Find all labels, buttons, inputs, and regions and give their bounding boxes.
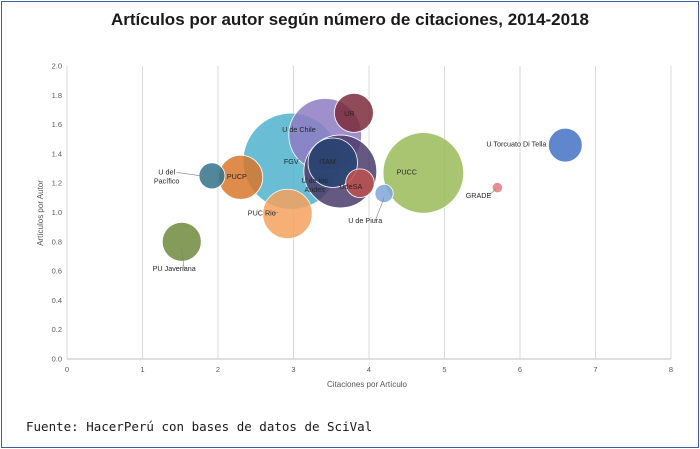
y-tick-label: 0.8 xyxy=(52,237,62,246)
bubble-u-torcuato-di-tella xyxy=(547,127,583,163)
y-tick-label: 1.6 xyxy=(52,120,62,129)
y-tick-label: 1.8 xyxy=(52,91,62,100)
label-u-de-los-andes: U de los Andes xyxy=(301,176,328,194)
x-tick-label: 6 xyxy=(518,365,522,374)
y-axis-title: Artículos por Autor xyxy=(36,180,45,246)
bubble-pucc xyxy=(382,132,465,214)
y-tick-label: 0.6 xyxy=(52,267,62,276)
bubble-layer xyxy=(161,92,583,262)
x-tick-label: 0 xyxy=(65,365,69,374)
y-tick-label: 0.0 xyxy=(52,355,62,364)
label-u-de-piura: U de Piura xyxy=(348,216,382,225)
label-udesa: UdeSA xyxy=(339,182,362,191)
y-tick-label: 1.4 xyxy=(52,149,62,158)
x-tick-label: 3 xyxy=(291,365,295,374)
bubble-puc-rio xyxy=(262,188,313,240)
axis-layer: 0 1 2 3 4 5 6 7 8 0.0 0.2 0.4 0.6 0.8 1.0 1.2 1.4 1.6 1.8 2… xyxy=(52,62,674,375)
leader-line xyxy=(488,188,497,197)
label-grade: GRADE xyxy=(466,191,492,200)
source-note: Fuente: HacerPerú con bases de datos de … xyxy=(26,419,373,434)
bubble-ur xyxy=(333,92,374,133)
label-pu-javeriana: PU Javeriana xyxy=(153,264,196,273)
y-tick-label: 1.0 xyxy=(52,208,62,217)
y-tick-label: 0.2 xyxy=(52,325,62,334)
bubble-u-del-pac-fico xyxy=(198,162,226,190)
leader-line xyxy=(176,172,213,178)
label-u-de-chile: U de Chile xyxy=(282,125,316,134)
bubble-pu-javeriana xyxy=(161,221,202,262)
label-pucp: PUCP xyxy=(227,172,247,181)
x-axis-title: Citaciones por Artículo xyxy=(327,380,408,389)
x-tick-label: 4 xyxy=(367,365,371,374)
y-tick-label: 2.0 xyxy=(52,62,62,71)
leader-line xyxy=(374,197,385,221)
label-layer: U de Chile UR FGV ITAM U de los Andes UdeSA PUC… xyxy=(153,109,547,273)
label-itam: ITAM xyxy=(319,157,336,166)
leader-line xyxy=(181,249,185,270)
bubble-itam xyxy=(307,137,358,188)
x-tick-label: 1 xyxy=(140,365,144,374)
label-ur: UR xyxy=(344,109,354,118)
label-pucc: PUCC xyxy=(397,167,417,176)
y-tick-label: 1.2 xyxy=(52,179,62,188)
bubble-u-de-piura xyxy=(374,183,394,203)
x-tick-label: 5 xyxy=(442,365,446,374)
y-tick-label: 0.4 xyxy=(52,296,62,305)
bubble-udesa xyxy=(345,168,375,198)
label-puc-rio: PUC Rio xyxy=(248,208,276,217)
x-tick-label: 8 xyxy=(669,365,673,374)
label-u-del-pac-fico: U del Pacífico xyxy=(154,167,180,185)
chart-title: Artículos por autor según número de cita… xyxy=(110,10,590,29)
label-fgv: FGV xyxy=(284,157,299,166)
label-u-torcuato-di-tella: U Torcuato Di Tella xyxy=(486,140,546,149)
x-tick-label: 7 xyxy=(593,365,597,374)
leader-line xyxy=(271,212,279,214)
x-tick-label: 2 xyxy=(216,365,220,374)
